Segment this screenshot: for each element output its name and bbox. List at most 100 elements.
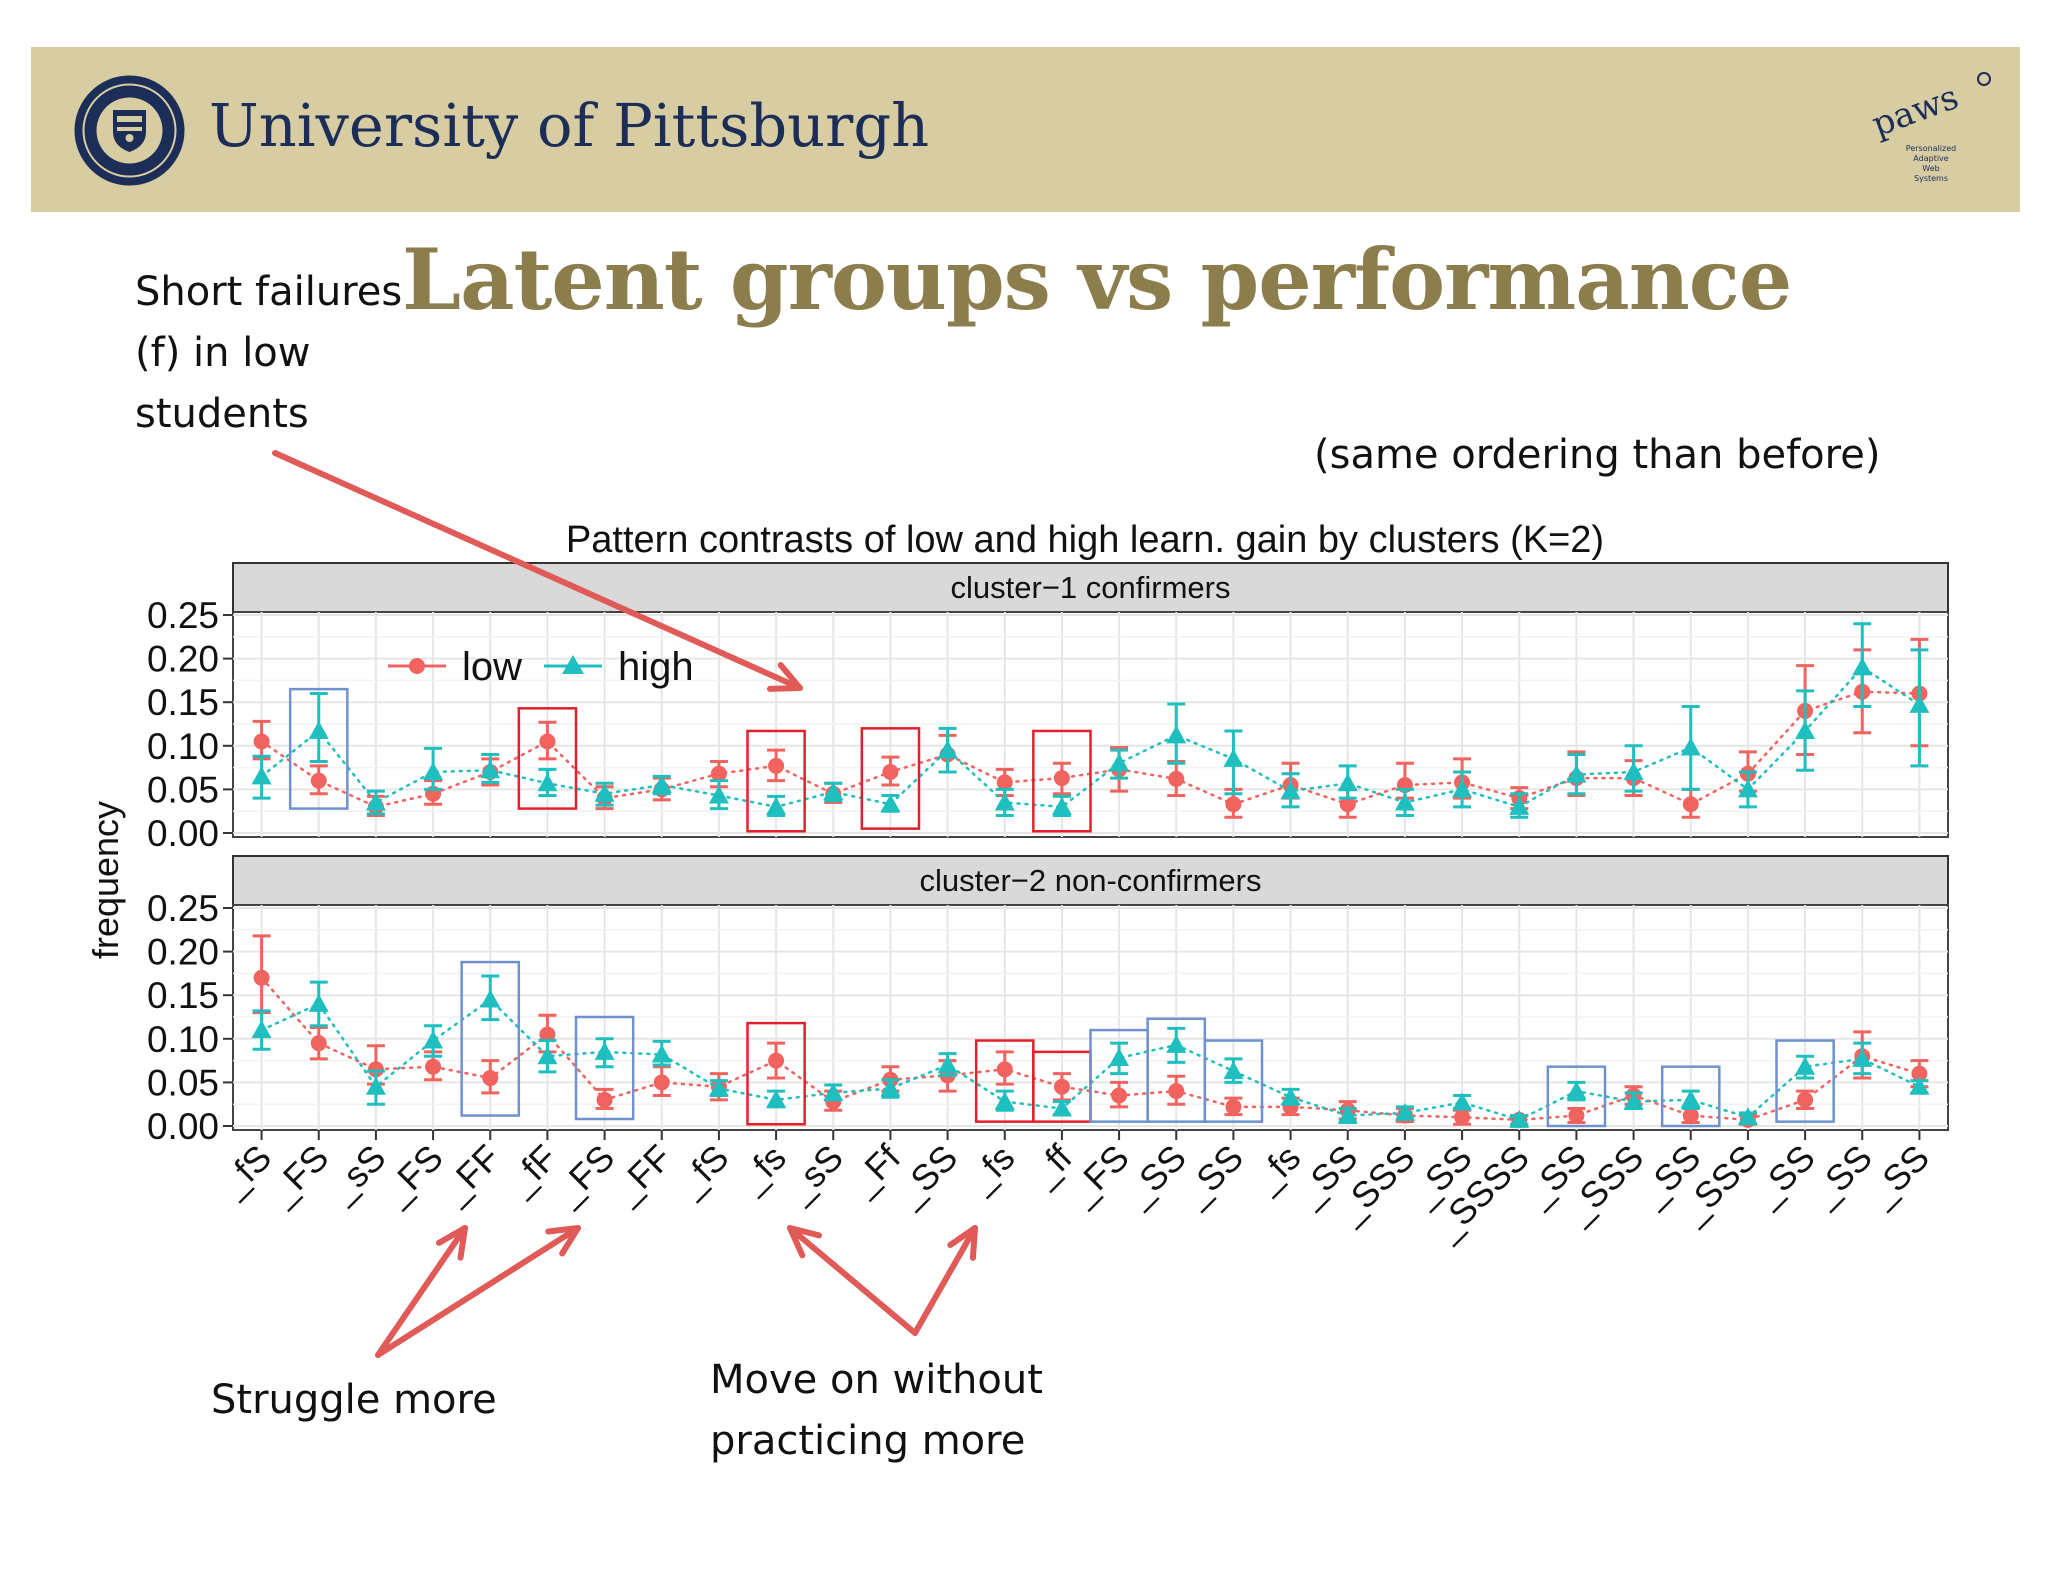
annotation-arrow-struggle-1-head xyxy=(435,1225,468,1261)
panel-strip-label: cluster−1 confirmers xyxy=(951,570,1231,605)
annotation-arrow-struggle-2 xyxy=(375,1225,581,1358)
point-high xyxy=(1680,1089,1701,1108)
annotation-arrow-short-failures xyxy=(272,450,803,691)
y-tick-label: 0.25 xyxy=(147,595,219,636)
point-low xyxy=(1797,1091,1814,1108)
point-high xyxy=(1166,1034,1187,1053)
annotation-short-failures: Short failures (f) in low students xyxy=(135,262,402,445)
point-high xyxy=(1280,1087,1301,1106)
x-tick-label: _SS xyxy=(887,1137,965,1215)
x-tick-label: _FS xyxy=(1060,1137,1136,1213)
point-high xyxy=(766,796,787,815)
point-low xyxy=(1339,796,1356,813)
point-high xyxy=(994,792,1015,811)
highlight-box-blue xyxy=(1203,1039,1264,1123)
point-high xyxy=(1223,748,1244,767)
annotation-line: Short failures xyxy=(135,269,403,315)
point-high xyxy=(365,1076,386,1095)
point-high xyxy=(880,1078,901,1097)
point-low xyxy=(367,1061,384,1078)
highlight-box-blue xyxy=(1775,1039,1835,1123)
point-high xyxy=(1623,1091,1644,1110)
x-tick-label: _FF xyxy=(604,1137,679,1212)
point-low xyxy=(596,1091,613,1108)
highlight-box-red xyxy=(746,1021,806,1126)
point-high xyxy=(880,794,901,813)
point-high xyxy=(480,760,501,779)
highlight-box-red xyxy=(746,729,806,833)
legend-label-low: low xyxy=(462,645,522,689)
point-high xyxy=(308,993,329,1012)
point-high xyxy=(1223,1061,1244,1080)
y-tick-label: 0.00 xyxy=(147,813,219,854)
point-high xyxy=(594,783,615,802)
point-low xyxy=(1682,796,1699,813)
point-high xyxy=(1737,1107,1758,1126)
annotation-arrow-move-on-1 xyxy=(787,1225,918,1336)
highlight-box-blue xyxy=(1660,1065,1721,1128)
point-low xyxy=(1168,770,1185,787)
point-high xyxy=(1509,796,1530,815)
point-high xyxy=(766,1089,787,1108)
highlight-box-blue xyxy=(288,687,349,810)
point-high xyxy=(423,1030,444,1049)
point-low xyxy=(310,772,327,789)
x-tick-label: _fs xyxy=(730,1137,794,1201)
slide-title: Latent groups vs performance xyxy=(402,230,1792,329)
point-high xyxy=(1337,773,1358,792)
x-tick-label: _FS xyxy=(546,1137,622,1213)
point-high xyxy=(1051,796,1072,815)
x-tick-label: _fS xyxy=(669,1137,737,1205)
x-tick-label: _sS xyxy=(777,1137,851,1211)
university-seal-icon xyxy=(74,75,185,186)
annotation-arrow-move-on-2-head xyxy=(947,1225,978,1261)
point-high xyxy=(823,782,844,801)
y-tick-label: 0.00 xyxy=(147,1106,219,1147)
point-low xyxy=(653,1074,670,1091)
point-high xyxy=(1394,792,1415,811)
point-high xyxy=(708,785,729,804)
point-high xyxy=(994,1091,1015,1110)
annotation-line: (f) in low xyxy=(135,330,311,376)
point-high xyxy=(1394,1102,1415,1121)
y-tick-label: 0.20 xyxy=(147,639,219,680)
point-high xyxy=(1909,1076,1930,1095)
point-low xyxy=(1568,1107,1585,1124)
paws-logo-icon: paws Personalized Adaptive Web Systems xyxy=(1867,72,1991,183)
point-high xyxy=(1795,720,1816,739)
point-low xyxy=(1053,1078,1070,1095)
paws-caption-4: Systems xyxy=(1914,174,1948,183)
paws-caption-1: Personalized xyxy=(1906,144,1956,153)
header-band: University of Pittsburgh paws Personaliz… xyxy=(31,47,2020,212)
point-high xyxy=(1452,779,1473,798)
point-low xyxy=(1454,1109,1471,1126)
annotation-same-ordering: (same ordering than before) xyxy=(1314,432,1881,478)
point-high xyxy=(594,1041,615,1060)
point-low xyxy=(1911,1065,1928,1082)
x-tick-label: _fS xyxy=(211,1137,279,1205)
point-high xyxy=(423,761,444,780)
point-high xyxy=(1051,1098,1072,1117)
point-high xyxy=(937,740,958,759)
point-high xyxy=(937,1054,958,1073)
point-low xyxy=(882,763,899,780)
point-high xyxy=(1909,694,1930,713)
annotation-struggle-more: Struggle more xyxy=(211,1377,497,1423)
x-tick-label: _fs xyxy=(959,1137,1023,1201)
point-low xyxy=(1168,1083,1185,1100)
highlight-box-blue xyxy=(1546,1065,1607,1128)
point-low xyxy=(253,969,270,986)
point-high xyxy=(1852,1048,1873,1067)
point-low xyxy=(425,1058,442,1075)
annotation-arrow-short-failures-head xyxy=(767,662,803,692)
point-low xyxy=(539,1026,556,1043)
point-high xyxy=(708,1078,729,1097)
point-high xyxy=(1852,657,1873,676)
y-tick-label: 0.15 xyxy=(147,975,219,1016)
y-tick-label: 0.05 xyxy=(147,1062,219,1103)
point-high xyxy=(1337,1105,1358,1124)
annotation-move-on: Move on without practicing more xyxy=(710,1350,1043,1472)
annotation-line: students xyxy=(135,391,309,437)
point-low xyxy=(996,1061,1013,1078)
point-high xyxy=(365,792,386,811)
